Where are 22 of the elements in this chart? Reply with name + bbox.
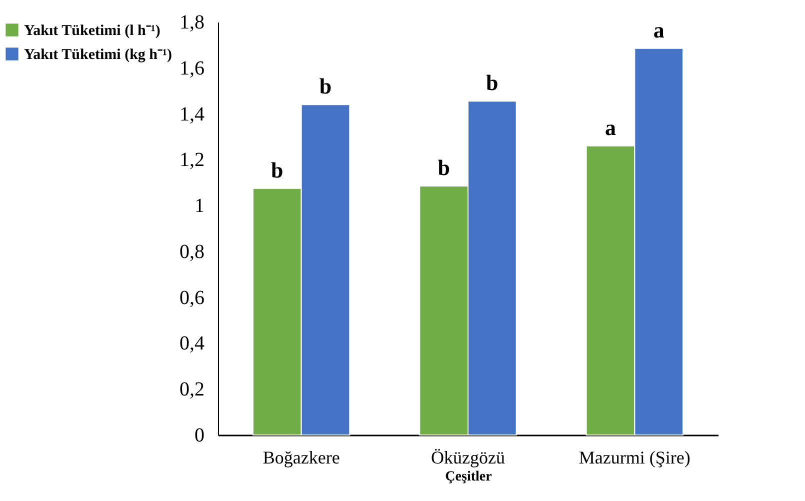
legend-label: Yakıt Tüketimi (l h⁻¹) <box>24 23 160 39</box>
x-axis-title: Çeşitler <box>445 470 492 484</box>
annotation: b <box>486 70 498 96</box>
y-tick-label: 1,6 <box>180 57 204 80</box>
legend-label: Yakıt Tüketimi (kg h⁻¹) <box>24 47 172 63</box>
x-tick-label: Mazurmi (Şire) <box>578 448 690 468</box>
annotation: a <box>605 114 616 140</box>
y-tick-label: 1,8 <box>180 12 204 34</box>
y-tick-label: 0,6 <box>180 286 204 309</box>
y-tick-label: 1,2 <box>180 149 204 172</box>
y-tick-label: 0,8 <box>180 240 204 263</box>
annotation: b <box>438 155 450 180</box>
annotation: b <box>271 157 284 182</box>
y-tick-label: 0,4 <box>180 332 204 355</box>
y-tick-label: 1 <box>194 195 204 218</box>
y-tick-label: 0 <box>194 424 204 446</box>
y-tick-label: 1,4 <box>180 103 204 126</box>
x-tick-label: Öküzgözü <box>431 448 505 468</box>
annotation: a <box>653 17 664 42</box>
annotation: b <box>319 74 332 99</box>
y-tick-label: 0,2 <box>180 378 204 401</box>
x-tick-label: Boğazkere <box>262 448 340 468</box>
